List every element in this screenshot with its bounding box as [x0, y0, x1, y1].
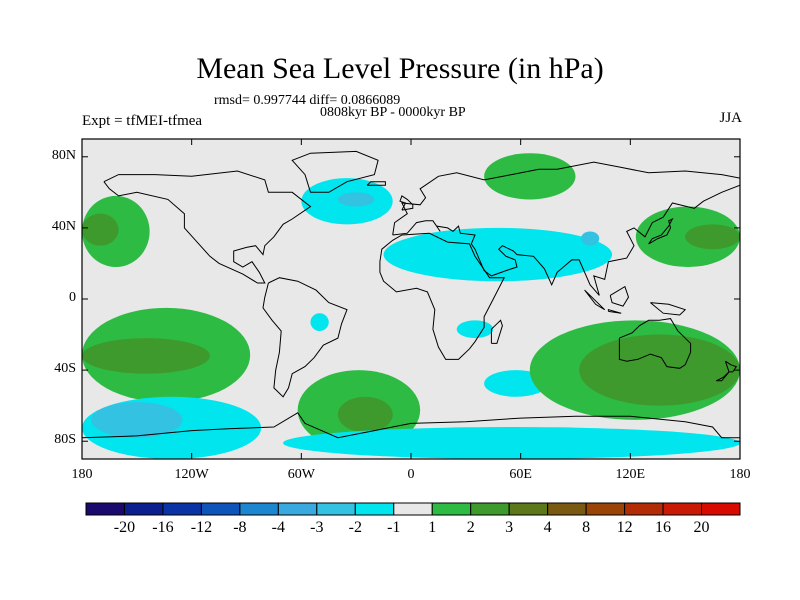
colorbar-swatch — [85, 502, 125, 516]
negative-anomaly-region-14 — [91, 402, 183, 438]
x-tick-label: 120E — [615, 467, 646, 482]
y-tick-label: 80N — [51, 147, 76, 163]
positive-anomaly-region-16 — [337, 396, 393, 433]
chart-title: Mean Sea Level Pressure (in hPa) — [196, 52, 604, 85]
colorbar-swatch — [431, 502, 472, 516]
colorbar-label: -4 — [271, 519, 285, 536]
colorbar-label: -2 — [348, 519, 362, 536]
coastline-layer — [82, 150, 740, 439]
positive-anomaly-region-20 — [579, 334, 740, 406]
colorbar-label: 3 — [505, 519, 514, 536]
positive-anomaly-region-12 — [82, 338, 210, 374]
colorbar-label: -8 — [233, 519, 247, 536]
y-tick-label: 80S — [54, 432, 76, 448]
colorbar-swatch — [508, 502, 549, 516]
experiment-label: Expt = tfMEI-tfmea — [82, 113, 203, 129]
colorbar-swatch — [316, 502, 356, 516]
colorbar-label: 1 — [428, 519, 437, 536]
colorbar-swatch — [547, 502, 587, 516]
colorbar-swatch — [277, 502, 318, 516]
coastline-13 — [609, 285, 630, 307]
coastline-8 — [618, 318, 692, 369]
y-tick-label: 40S — [54, 361, 76, 377]
coastline-0 — [103, 170, 312, 284]
colorbar-swatch — [239, 502, 279, 516]
coastline-9 — [724, 360, 738, 373]
negative-anomaly-region-6 — [580, 231, 600, 246]
y-tick-label: 40N — [51, 218, 76, 234]
negative-anomaly-region-17 — [283, 427, 740, 459]
positive-anomaly-region-8 — [685, 224, 740, 250]
x-tick-label: 60E — [509, 467, 532, 482]
colorbar-label: -3 — [310, 519, 324, 536]
x-tick-label: 0 — [407, 467, 415, 482]
colorbar-swatch — [624, 502, 664, 516]
coastline-11 — [584, 289, 606, 311]
axis-ticks — [81, 139, 741, 459]
colorbar-swatch — [354, 502, 395, 516]
coastline-15 — [82, 412, 740, 439]
chart-period: 0808kyr BP - 0000kyr BP — [320, 105, 466, 120]
coastline-16 — [366, 181, 386, 186]
colorbar-label: 4 — [543, 519, 552, 536]
colorbar-label: 20 — [693, 519, 710, 536]
colorbar-label: -20 — [113, 519, 136, 536]
chart-stats: rmsd= 0.997744 diff= 0.0866089 — [214, 93, 401, 108]
colorbar-label: 16 — [655, 519, 672, 536]
positive-anomaly-region-4 — [484, 153, 576, 200]
x-tick-label: 180 — [71, 467, 93, 482]
colorbar-swatch — [470, 502, 510, 516]
coastline-7 — [648, 217, 674, 245]
colorbar-label: -16 — [152, 519, 174, 536]
coastline-4 — [392, 161, 740, 296]
colorbar-swatch — [123, 502, 164, 516]
colorbar-label: 2 — [466, 519, 475, 536]
season-label: JJA — [719, 110, 742, 126]
negative-anomaly-region-5 — [383, 227, 613, 282]
colorbar-swatch — [662, 502, 703, 516]
negative-anomaly-region-10 — [456, 320, 494, 339]
colorbar-label: 8 — [582, 519, 591, 536]
x-tick-label: 120W — [174, 467, 209, 482]
colorbar-swatch — [701, 502, 741, 516]
coastline-10 — [715, 371, 730, 382]
coastline-5 — [399, 195, 414, 211]
x-tick-label: 180 — [729, 467, 751, 482]
positive-anomaly-region-1 — [82, 213, 119, 246]
colorbar-swatch — [585, 502, 626, 516]
colorbar-label: -1 — [387, 519, 401, 536]
negative-anomaly-region-9 — [310, 313, 329, 331]
coastline-3 — [379, 232, 506, 360]
coastline-1 — [291, 150, 379, 193]
coastline-12 — [607, 309, 622, 314]
y-tick-label: 0 — [69, 290, 76, 305]
colorbar-label: 12 — [616, 519, 633, 536]
colorbar-swatch — [393, 502, 433, 516]
pressure-anomaly-layer — [82, 139, 740, 459]
colorbar — [85, 502, 741, 516]
colorbar-label: -12 — [190, 519, 213, 536]
x-tick-label: 60W — [287, 467, 315, 482]
negative-anomaly-region-3 — [337, 192, 375, 207]
coastline-2 — [262, 277, 348, 398]
coastline-14 — [650, 302, 687, 316]
colorbar-swatch — [162, 502, 202, 516]
colorbar-swatch — [200, 502, 241, 516]
coastline-6 — [490, 319, 503, 344]
